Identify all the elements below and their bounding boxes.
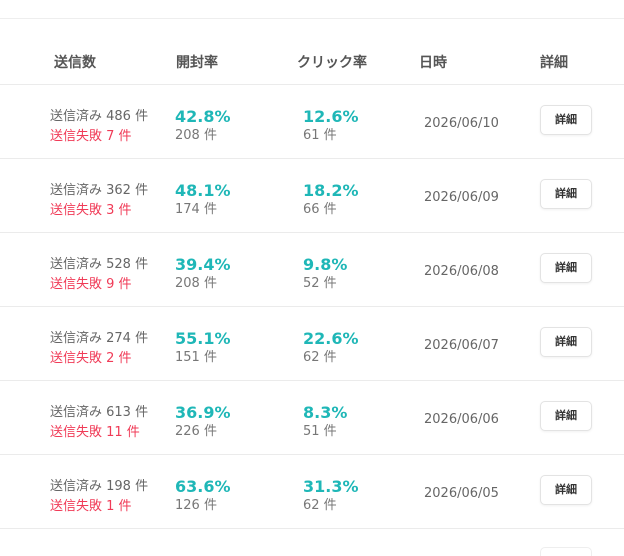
date-cell: 2026/06/10 — [424, 116, 499, 131]
open-count: 226 件 — [175, 424, 217, 439]
date-cell: 2026/06/09 — [424, 190, 499, 205]
detail-button[interactable]: 詳細 — [540, 327, 592, 357]
open-rate-cell: 36.9% 226 件 — [175, 403, 231, 441]
header-sent: 送信数 — [54, 55, 96, 71]
sent-cell: 送信済み 486 件 送信失敗 7 件 — [50, 107, 148, 147]
failed-count: 送信失敗 7 件 — [50, 129, 132, 144]
detail-cell: 詳細 — [540, 253, 592, 283]
failed-count: 送信失敗 3 件 — [50, 203, 132, 218]
detail-button[interactable]: 詳細 — [540, 179, 592, 209]
detail-button[interactable]: 詳細 — [540, 475, 592, 505]
open-rate: 48.1% — [175, 181, 231, 200]
header-click-rate: クリック率 — [297, 55, 367, 71]
click-rate-cell: 9.8% 52 件 — [303, 255, 347, 293]
click-rate: 9.8% — [303, 255, 348, 274]
sent-cell: 送信済み 274 件 送信失敗 2 件 — [50, 329, 148, 369]
failed-count: 送信失敗 9 件 — [50, 277, 132, 292]
header-detail: 詳細 — [540, 55, 568, 71]
open-rate-cell: 48.1% 174 件 — [175, 181, 231, 219]
detail-button[interactable]: 詳細 — [540, 253, 592, 283]
detail-button[interactable]: 詳細 — [540, 105, 592, 135]
open-rate-cell: 55.1% 151 件 — [175, 329, 231, 367]
sent-cell: 送信済み 613 件 送信失敗 11 件 — [50, 403, 148, 443]
table-row: 送信済み 528 件 送信失敗 9 件 39.4% 208 件 9.8% 52 … — [0, 233, 624, 307]
sent-count: 送信済み 528 件 — [50, 257, 149, 272]
click-rate: 31.3% — [303, 477, 359, 496]
click-rate: 22.6% — [303, 329, 359, 348]
sent-cell: 送信済み 198 件 送信失敗 1 件 — [50, 477, 148, 517]
table-body: 送信済み 486 件 送信失敗 7 件 42.8% 208 件 12.6% 61… — [0, 85, 624, 529]
click-count: 62 件 — [303, 498, 337, 513]
click-rate-cell: 8.3% 51 件 — [303, 403, 347, 441]
click-count: 62 件 — [303, 350, 337, 365]
sent-count: 送信済み 613 件 — [50, 405, 149, 420]
open-count: 208 件 — [175, 276, 217, 291]
sent-count: 送信済み 198 件 — [50, 479, 149, 494]
date-cell: 2026/06/06 — [424, 412, 499, 427]
open-rate: 55.1% — [175, 329, 231, 348]
detail-cell: 詳細 — [540, 327, 592, 357]
open-count: 126 件 — [175, 498, 217, 513]
click-rate-cell: 31.3% 62 件 — [303, 477, 359, 515]
sent-count: 送信済み 274 件 — [50, 331, 149, 346]
table-row: 送信済み 362 件 送信失敗 3 件 48.1% 174 件 18.2% 66… — [0, 159, 624, 233]
header-datetime: 日時 — [419, 55, 447, 71]
click-count: 61 件 — [303, 128, 337, 143]
click-rate: 18.2% — [303, 181, 359, 200]
detail-cell: 詳細 — [540, 475, 592, 505]
detail-cell: 詳細 — [540, 105, 592, 135]
sent-count: 送信済み 486 件 — [50, 109, 149, 124]
table-header: 送信数 開封率 クリック率 日時 詳細 — [0, 38, 624, 85]
sent-cell: 送信済み 362 件 送信失敗 3 件 — [50, 181, 148, 221]
table-row: 送信済み 613 件 送信失敗 11 件 36.9% 226 件 8.3% 51… — [0, 381, 624, 455]
detail-button[interactable]: 詳細 — [540, 401, 592, 431]
click-rate-cell: 12.6% 61 件 — [303, 107, 359, 145]
failed-count: 送信失敗 2 件 — [50, 351, 132, 366]
open-rate: 42.8% — [175, 107, 231, 126]
partial-row-below — [0, 527, 624, 556]
open-rate: 36.9% — [175, 403, 231, 422]
open-count: 174 件 — [175, 202, 217, 217]
click-rate-cell: 22.6% 62 件 — [303, 329, 359, 367]
partial-detail-button — [540, 547, 592, 556]
open-rate-cell: 63.6% 126 件 — [175, 477, 231, 515]
date-cell: 2026/06/05 — [424, 486, 499, 501]
open-rate: 39.4% — [175, 255, 231, 274]
click-rate-cell: 18.2% 66 件 — [303, 181, 359, 219]
top-divider — [0, 18, 624, 19]
sent-count: 送信済み 362 件 — [50, 183, 149, 198]
open-rate-cell: 42.8% 208 件 — [175, 107, 231, 145]
click-rate: 8.3% — [303, 403, 348, 422]
detail-cell: 詳細 — [540, 401, 592, 431]
click-rate: 12.6% — [303, 107, 359, 126]
failed-count: 送信失敗 1 件 — [50, 499, 132, 514]
click-count: 51 件 — [303, 424, 337, 439]
table-row: 送信済み 274 件 送信失敗 2 件 55.1% 151 件 22.6% 62… — [0, 307, 624, 381]
date-cell: 2026/06/07 — [424, 338, 499, 353]
failed-count: 送信失敗 11 件 — [50, 425, 140, 440]
open-count: 151 件 — [175, 350, 217, 365]
header-open-rate: 開封率 — [176, 55, 218, 71]
click-count: 66 件 — [303, 202, 337, 217]
click-count: 52 件 — [303, 276, 337, 291]
detail-cell: 詳細 — [540, 179, 592, 209]
table-row: 送信済み 198 件 送信失敗 1 件 63.6% 126 件 31.3% 62… — [0, 455, 624, 529]
date-cell: 2026/06/08 — [424, 264, 499, 279]
open-rate: 63.6% — [175, 477, 231, 496]
sent-cell: 送信済み 528 件 送信失敗 9 件 — [50, 255, 148, 295]
open-rate-cell: 39.4% 208 件 — [175, 255, 231, 293]
table-row: 送信済み 486 件 送信失敗 7 件 42.8% 208 件 12.6% 61… — [0, 85, 624, 159]
open-count: 208 件 — [175, 128, 217, 143]
